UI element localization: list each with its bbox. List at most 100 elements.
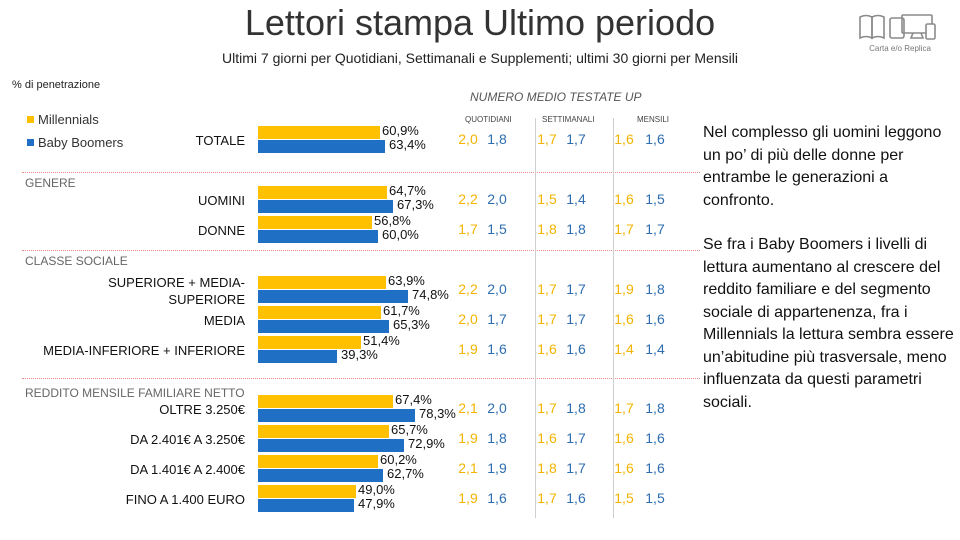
testate-settimanali-baby-boomers: 1,8 bbox=[566, 400, 586, 416]
bar-millennials bbox=[258, 216, 372, 229]
testate-settimanali-millennials: 1,7 bbox=[537, 400, 557, 416]
category-label: MEDIA-INFERIORE + INFERIORE bbox=[43, 343, 245, 358]
category-label: SUPERIORE bbox=[168, 292, 245, 307]
bar-millennials bbox=[258, 455, 378, 468]
smartphone-icon bbox=[925, 23, 936, 40]
data-label-baby-boomers: 60,0% bbox=[382, 227, 419, 242]
testate-quotidiani-baby-boomers: 1,6 bbox=[487, 341, 507, 357]
bar-millennials bbox=[258, 186, 387, 199]
testate-mensili-millennials: 1,6 bbox=[614, 191, 634, 207]
testate-settimanali-millennials: 1,7 bbox=[537, 131, 557, 147]
bar-baby-boomers bbox=[258, 469, 383, 482]
section-separator bbox=[22, 250, 700, 251]
testate-mensili-baby-boomers: 1,6 bbox=[645, 430, 665, 446]
testate-quotidiani-millennials: 2,2 bbox=[458, 281, 478, 297]
testate-quotidiani-baby-boomers: 1,5 bbox=[487, 221, 507, 237]
testate-header: NUMERO MEDIO TESTATE UP bbox=[470, 90, 642, 104]
testate-settimanali-millennials: 1,5 bbox=[537, 191, 557, 207]
testate-quotidiani-baby-boomers: 1,6 bbox=[487, 490, 507, 506]
bar-millennials bbox=[258, 425, 389, 438]
bar-baby-boomers bbox=[258, 320, 389, 333]
data-label-millennials: 56,8% bbox=[374, 213, 411, 228]
testate-mensili-baby-boomers: 1,6 bbox=[645, 311, 665, 327]
testate-mensili-baby-boomers: 1,5 bbox=[645, 191, 665, 207]
bar-millennials bbox=[258, 485, 356, 498]
legend-label-millennials: Millennials bbox=[38, 112, 99, 127]
testate-quotidiani-baby-boomers: 2,0 bbox=[487, 400, 507, 416]
testate-mensili-millennials: 1,7 bbox=[614, 221, 634, 237]
testate-quotidiani-baby-boomers: 2,0 bbox=[487, 191, 507, 207]
section-title: CLASSE SOCIALE bbox=[25, 254, 128, 268]
testate-mensili-millennials: 1,9 bbox=[614, 281, 634, 297]
testate-settimanali-baby-boomers: 1,6 bbox=[566, 490, 586, 506]
column-separator bbox=[535, 118, 536, 518]
testate-mensili-baby-boomers: 1,6 bbox=[645, 460, 665, 476]
data-label-millennials: 60,2% bbox=[380, 452, 417, 467]
testate-settimanali-millennials: 1,6 bbox=[537, 341, 557, 357]
bar-millennials bbox=[258, 336, 361, 349]
bar-millennials bbox=[258, 395, 393, 408]
testate-settimanali-baby-boomers: 1,8 bbox=[566, 221, 586, 237]
section-separator bbox=[22, 378, 700, 379]
data-label-millennials: 61,7% bbox=[383, 303, 420, 318]
testate-settimanali-baby-boomers: 1,6 bbox=[566, 341, 586, 357]
testate-settimanali-baby-boomers: 1,7 bbox=[566, 311, 586, 327]
testate-settimanali-millennials: 1,8 bbox=[537, 221, 557, 237]
testate-settimanali-baby-boomers: 1,7 bbox=[566, 131, 586, 147]
data-label-baby-boomers: 78,3% bbox=[419, 406, 456, 421]
testate-quotidiani-baby-boomers: 2,0 bbox=[487, 281, 507, 297]
testate-quotidiani-baby-boomers: 1,8 bbox=[487, 131, 507, 147]
data-label-millennials: 49,0% bbox=[358, 482, 395, 497]
testate-settimanali-baby-boomers: 1,7 bbox=[566, 281, 586, 297]
category-label: DA 1.401€ A 2.400€ bbox=[130, 462, 245, 477]
bar-baby-boomers bbox=[258, 290, 408, 303]
testate-quotidiani-millennials: 2,2 bbox=[458, 191, 478, 207]
testate-settimanali-baby-boomers: 1,7 bbox=[566, 460, 586, 476]
data-label-baby-boomers: 62,7% bbox=[387, 466, 424, 481]
category-label: DONNE bbox=[198, 223, 245, 238]
testate-mensili-baby-boomers: 1,7 bbox=[645, 221, 665, 237]
testate-mensili-baby-boomers: 1,6 bbox=[645, 131, 665, 147]
legend-item-millennials: Millennials bbox=[27, 112, 99, 127]
bar-baby-boomers bbox=[258, 499, 354, 512]
bar-baby-boomers bbox=[258, 140, 385, 153]
category-label: TOTALE bbox=[195, 133, 245, 148]
testate-mensili-millennials: 1,6 bbox=[614, 430, 634, 446]
testate-settimanali-millennials: 1,6 bbox=[537, 430, 557, 446]
testate-quotidiani-baby-boomers: 1,8 bbox=[487, 430, 507, 446]
data-label-baby-boomers: 63,4% bbox=[389, 137, 426, 152]
data-label-millennials: 51,4% bbox=[363, 333, 400, 348]
section-separator bbox=[22, 172, 700, 173]
column-header-quotidiani: QUOTIDIANI bbox=[465, 115, 512, 124]
tablet-icon bbox=[889, 17, 905, 39]
column-header-settimanali: SETTIMANALI bbox=[542, 115, 595, 124]
bar-baby-boomers bbox=[258, 409, 415, 422]
section-title: REDDITO MENSILE FAMILIARE NETTO bbox=[25, 386, 245, 400]
testate-mensili-millennials: 1,7 bbox=[614, 400, 634, 416]
data-label-millennials: 60,9% bbox=[382, 123, 419, 138]
data-label-baby-boomers: 72,9% bbox=[408, 436, 445, 451]
data-label-millennials: 63,9% bbox=[388, 273, 425, 288]
testate-quotidiani-millennials: 2,0 bbox=[458, 311, 478, 327]
testate-quotidiani-millennials: 2,1 bbox=[458, 400, 478, 416]
bar-baby-boomers bbox=[258, 439, 404, 452]
bar-baby-boomers bbox=[258, 230, 378, 243]
testate-settimanali-millennials: 1,7 bbox=[537, 490, 557, 506]
testate-quotidiani-baby-boomers: 1,9 bbox=[487, 460, 507, 476]
category-label: OLTRE 3.250€ bbox=[159, 402, 245, 417]
data-label-baby-boomers: 74,8% bbox=[412, 287, 449, 302]
testate-settimanali-baby-boomers: 1,4 bbox=[566, 191, 586, 207]
column-separator bbox=[613, 118, 614, 518]
testate-mensili-millennials: 1,5 bbox=[614, 490, 634, 506]
testate-mensili-millennials: 1,6 bbox=[614, 460, 634, 476]
testate-mensili-baby-boomers: 1,4 bbox=[645, 341, 665, 357]
data-label-baby-boomers: 67,3% bbox=[397, 197, 434, 212]
legend-item-baby-boomers: Baby Boomers bbox=[27, 135, 123, 150]
legend-swatch-millennials bbox=[27, 116, 34, 123]
data-label-millennials: 67,4% bbox=[395, 392, 432, 407]
axis-label-penetration: % di penetrazione bbox=[12, 79, 101, 91]
category-label: FINO A 1.400 EURO bbox=[125, 492, 245, 507]
testate-quotidiani-millennials: 2,1 bbox=[458, 460, 478, 476]
category-label: SUPERIORE + MEDIA- bbox=[108, 275, 245, 290]
data-label-baby-boomers: 65,3% bbox=[393, 317, 430, 332]
